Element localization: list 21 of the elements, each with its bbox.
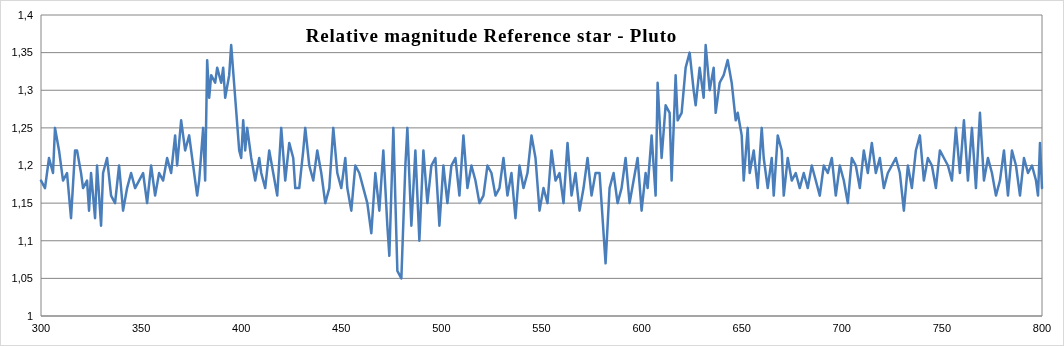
y-tick-label: 1,3 — [17, 84, 33, 97]
text: Relative magnitude Reference star - Pluto — [305, 25, 678, 46]
x-tick-label: 800 — [1032, 322, 1052, 334]
x-tick-label: 400 — [232, 322, 251, 334]
y-tick-label: 1,05 — [11, 272, 33, 285]
y-tick-label: 1,15 — [11, 196, 33, 209]
y-tick-label: 1,25 — [11, 121, 33, 134]
x-tick-label: 700 — [832, 322, 851, 334]
y-tick-label: 1,4 — [17, 8, 33, 21]
x-tick-label: 300 — [31, 322, 51, 334]
y-tick-label: 1,1 — [17, 234, 33, 247]
x-tick-label: 450 — [332, 322, 351, 334]
y-tick-label: 1,2 — [17, 159, 33, 172]
x-tick-label: 500 — [432, 322, 451, 334]
x-tick-label: 550 — [532, 322, 551, 334]
y-tick-label: 1,35 — [11, 46, 33, 59]
x-tick-label: 750 — [932, 322, 952, 334]
x-tick-label: 650 — [732, 322, 751, 334]
x-tick-label: 600 — [632, 322, 651, 334]
x-tick-label: 350 — [131, 322, 151, 334]
y-tick-label: 1 — [26, 309, 33, 322]
